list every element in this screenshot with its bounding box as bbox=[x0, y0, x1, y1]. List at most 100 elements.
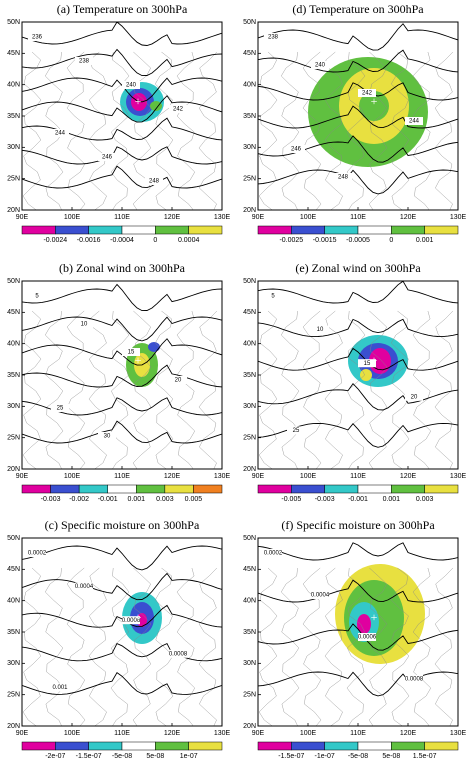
y-tick-label: 45N bbox=[243, 309, 256, 316]
contour-label: 246 bbox=[291, 147, 302, 153]
border-line bbox=[154, 51, 174, 210]
y-tick-label: 20N bbox=[243, 466, 256, 473]
border-line bbox=[368, 51, 388, 210]
contour-label-bg bbox=[334, 173, 352, 181]
border-line bbox=[154, 310, 174, 469]
map-frame bbox=[21, 537, 223, 727]
contour-label-bg bbox=[122, 81, 140, 89]
colorbar-box bbox=[21, 741, 56, 751]
colorbar-label: -0.005 bbox=[281, 496, 301, 503]
colorbar-box bbox=[391, 225, 425, 235]
x-tick-label: 120E bbox=[164, 730, 181, 737]
border-line bbox=[258, 310, 278, 469]
colorbar-label: -1.5e-07 bbox=[76, 753, 102, 760]
contour-label-bg bbox=[287, 145, 305, 153]
contour-label: 246 bbox=[102, 155, 113, 161]
y-tick-label: 25N bbox=[7, 435, 20, 442]
contour-label-bg bbox=[264, 33, 282, 41]
colorbar-box bbox=[88, 225, 123, 235]
contour bbox=[22, 283, 222, 312]
colorbar-box bbox=[121, 741, 156, 751]
y-tick-label: 40N bbox=[7, 341, 20, 348]
colorbar-label: -0.001 bbox=[348, 496, 368, 503]
border-line bbox=[176, 310, 196, 469]
contour-label-bg bbox=[405, 392, 423, 401]
colorbar-label: 0 bbox=[389, 237, 393, 244]
y-tick-label: 45N bbox=[243, 566, 256, 573]
contour-label-bg bbox=[311, 61, 329, 69]
contour bbox=[22, 545, 222, 571]
contour bbox=[22, 643, 222, 662]
y-tick-label: 35N bbox=[243, 113, 256, 120]
y-tick-label: 40N bbox=[243, 82, 256, 89]
contour-label: 248 bbox=[338, 175, 349, 181]
contour-label: 10 bbox=[81, 322, 88, 328]
contour-label-bg bbox=[145, 177, 163, 185]
contour-label-bg bbox=[264, 549, 282, 557]
contour-label-bg bbox=[169, 649, 187, 658]
colorbar: -0.003 -0.002 -0.001 0.001 0.003 0.005 bbox=[21, 484, 223, 503]
y-tick-label: 30N bbox=[243, 144, 256, 151]
contour-label: 5 bbox=[271, 294, 275, 300]
contour-label: 244 bbox=[409, 119, 420, 125]
border-line bbox=[324, 310, 343, 469]
x-tick-label: 130E bbox=[214, 473, 231, 480]
contour bbox=[258, 23, 458, 51]
contour-label-bg bbox=[169, 376, 187, 384]
map-area: 238 240 242 244 246 248 + bbox=[258, 23, 458, 210]
contour-label: 0.0002 bbox=[28, 551, 47, 557]
y-tick-label: 30N bbox=[243, 403, 256, 410]
border-line bbox=[198, 567, 218, 726]
border-line bbox=[346, 567, 366, 726]
border-line bbox=[22, 567, 42, 726]
colorbar-label: -2e-07 bbox=[45, 753, 65, 760]
panel-title: (b) Zonal wind on 300hPa bbox=[59, 261, 186, 275]
y-tick-label: 20N bbox=[243, 207, 256, 214]
border-line bbox=[66, 567, 86, 726]
contour bbox=[258, 135, 458, 163]
colorbar-label: -1.5e-07 bbox=[278, 753, 304, 760]
y-tick-label: 45N bbox=[243, 50, 256, 57]
map-area: 0.0002 0.0004 0.0006 0.0008 + bbox=[258, 542, 458, 726]
x-tick-label: 130E bbox=[214, 730, 231, 737]
border-line bbox=[198, 310, 218, 469]
colorbar-box bbox=[188, 225, 223, 235]
border-line bbox=[258, 51, 278, 210]
map-area: 236 238 240 242 244 246 248 + bbox=[22, 22, 222, 210]
colorbar: -2e-07 -1.5e-07 -5e-08 5e-08 1e-07 bbox=[21, 741, 223, 760]
y-tick-label: 50N bbox=[7, 278, 20, 285]
y-tick-label: 20N bbox=[7, 207, 20, 214]
colorbar-label: -0.0005 bbox=[346, 237, 370, 244]
y-tick-label: 30N bbox=[7, 403, 20, 410]
panel: (d) Temperature on 300hPa 238 240 242 244 246… bbox=[243, 2, 466, 244]
contour-label-bg bbox=[405, 675, 423, 683]
contour-label: 244 bbox=[55, 131, 66, 137]
colorbar-box bbox=[188, 741, 223, 751]
colorbar-box bbox=[55, 225, 89, 235]
border-line bbox=[22, 310, 42, 469]
shaded-area bbox=[131, 93, 147, 111]
x-tick-label: 130E bbox=[450, 730, 467, 737]
contour-label-bg bbox=[358, 89, 376, 97]
colorbar-box bbox=[155, 225, 189, 235]
colorbar-label: -0.002 bbox=[69, 496, 89, 503]
panel: (f) Specific moisture on 300hPa0.00020.0… bbox=[243, 518, 466, 760]
colorbar-box bbox=[257, 225, 292, 235]
y-tick-label: 45N bbox=[7, 50, 20, 57]
border-line bbox=[324, 51, 343, 210]
colorbar-label: -0.0016 bbox=[77, 237, 101, 244]
y-tick-label: 40N bbox=[243, 598, 256, 605]
colorbar-box bbox=[55, 741, 89, 751]
colorbar: -0.0025 -0.0015 -0.0005 0 0.001 bbox=[257, 225, 459, 244]
colorbar-label: 5e-08 bbox=[146, 753, 164, 760]
contour-label-bg bbox=[28, 292, 46, 300]
x-tick-label: 110E bbox=[114, 214, 130, 221]
map-frame bbox=[21, 21, 223, 211]
contour bbox=[22, 146, 222, 165]
colorbar-box bbox=[291, 225, 325, 235]
colorbar-box bbox=[50, 484, 80, 494]
shaded-area bbox=[359, 91, 389, 121]
x-tick-label: 120E bbox=[400, 214, 417, 221]
y-tick-label: 20N bbox=[243, 723, 256, 730]
border-line bbox=[302, 51, 322, 210]
